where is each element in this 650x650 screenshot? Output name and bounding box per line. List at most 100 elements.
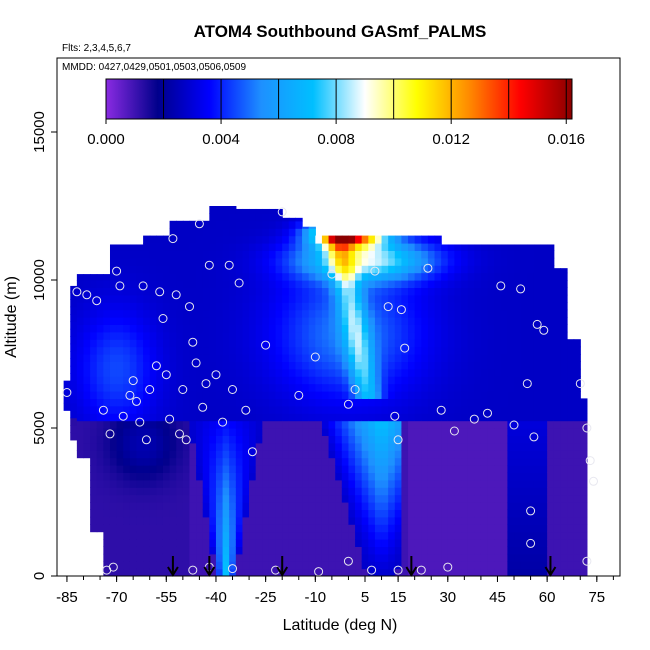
field-cell (162, 568, 171, 576)
field-cell (103, 442, 111, 451)
field-cell (249, 479, 257, 488)
field-cell (169, 354, 177, 362)
field-cell (401, 391, 409, 399)
field-cell (123, 287, 131, 296)
field-cell (480, 272, 489, 281)
field-cell (441, 265, 449, 274)
field-cell (156, 405, 164, 414)
field-cell (109, 502, 118, 510)
field-cell (480, 309, 489, 318)
field-cell (368, 257, 376, 266)
field-cell (123, 376, 131, 385)
field-cell (580, 524, 588, 533)
field-cell (262, 479, 270, 488)
field-cell (441, 435, 449, 444)
field-cell (268, 280, 277, 288)
field-cell (262, 317, 270, 325)
field-cell (368, 502, 376, 510)
field-cell (368, 309, 376, 318)
field-cell (262, 257, 270, 266)
field-cell (514, 257, 522, 266)
field-cell (295, 531, 303, 540)
field-cell (262, 383, 270, 392)
field-cell (123, 391, 131, 399)
field-cell (76, 435, 85, 444)
field-cell (494, 346, 502, 355)
observation-point (118, 411, 128, 421)
field-cell (520, 428, 528, 436)
field-cell (567, 339, 575, 348)
field-cell (176, 539, 184, 547)
field-cell (381, 524, 389, 533)
field-cell (401, 250, 409, 259)
field-cell (454, 539, 462, 547)
field-cell (76, 274, 85, 281)
field-cell (355, 531, 363, 540)
field-cell (361, 502, 369, 510)
field-cell (487, 465, 495, 473)
field-cell (434, 509, 442, 518)
field-cell (116, 420, 124, 429)
field-cell (308, 317, 316, 325)
field-cell (315, 405, 323, 414)
field-cell (533, 553, 542, 562)
field-cell (249, 331, 257, 340)
field-cell (215, 324, 224, 333)
field-cell (189, 413, 197, 422)
field-cell (182, 287, 191, 296)
field-cell (328, 428, 336, 436)
field-cell (441, 457, 449, 466)
field-cell (149, 435, 157, 444)
field-cell (229, 272, 237, 281)
field-cell (500, 391, 508, 399)
field-cell (189, 324, 197, 333)
field-cell (553, 494, 561, 503)
field-cell (149, 472, 157, 481)
field-cell (421, 250, 429, 259)
field-cell (467, 509, 475, 518)
field-cell (302, 472, 310, 481)
field-cell (262, 250, 270, 259)
field-cell (229, 442, 237, 451)
field-cell (374, 472, 383, 481)
field-cell (96, 309, 104, 318)
field-cell (454, 413, 462, 422)
colorbar-tick-label: 0.012 (432, 131, 470, 148)
field-cell (401, 346, 409, 355)
field-cell (560, 428, 568, 436)
field-cell (507, 531, 515, 540)
field-cell (308, 265, 316, 274)
field-cell (103, 376, 111, 385)
field-cell (361, 339, 369, 348)
field-cell (527, 257, 535, 266)
x-tick-label: 75 (588, 589, 605, 606)
field-cell (162, 435, 171, 444)
field-cell (255, 420, 263, 429)
field-cell (361, 302, 369, 311)
field-cell (268, 531, 277, 540)
field-cell (156, 354, 164, 362)
field-cell (249, 250, 257, 259)
field-cell (162, 391, 171, 399)
field-cell (520, 479, 528, 488)
field-cell (282, 568, 290, 576)
field-cell (196, 435, 204, 444)
field-cell (540, 265, 548, 274)
field-cell (189, 516, 197, 525)
field-cell (474, 450, 482, 459)
field-cell (229, 435, 237, 444)
field-cell (209, 539, 217, 547)
field-cell (196, 250, 204, 259)
field-cell (249, 553, 257, 562)
field-cell (288, 302, 297, 311)
field-cell (514, 331, 522, 340)
field-cell (176, 479, 184, 488)
field-cell (123, 450, 131, 459)
field-cell (288, 272, 297, 281)
field-cell (374, 331, 383, 340)
field-cell (136, 317, 144, 325)
field-cell (547, 257, 555, 266)
observation-point (161, 370, 171, 380)
field-cell (480, 494, 489, 503)
field-cell (540, 516, 548, 525)
